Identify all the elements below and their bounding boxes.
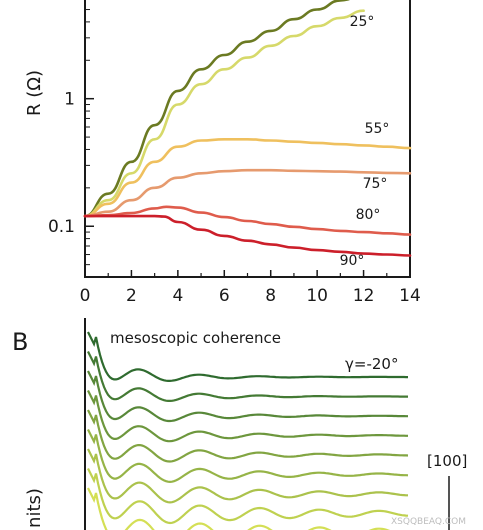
panel-a-chart: R (Ω) 0 2 4 6 8 10 12 14 1 0.1 25° 55° 75° 80° 90° — [24, 0, 421, 306]
series-line-4 — [83, 205, 412, 236]
x-tick-label: 4 — [172, 286, 183, 306]
panel-b-curve-2 — [87, 370, 408, 423]
series-label: 25° — [350, 14, 375, 30]
panel-b-curve-4 — [87, 409, 409, 463]
panel-b-curve-5 — [87, 429, 409, 484]
panel-b-curve-6 — [87, 448, 408, 504]
series-line-0 — [83, 0, 350, 218]
panel-b-series — [87, 331, 409, 530]
watermark: XSQQBEAQ.COM — [391, 517, 466, 527]
panel-b-title: mesoscopic coherence — [110, 329, 281, 347]
panel-a-series-labels: 25° 55° 75° 80° 90° — [340, 14, 390, 269]
series-label: 80° — [356, 207, 381, 223]
panel-b-y-axis-title: nits) — [24, 488, 45, 528]
x-tick-label: 2 — [126, 286, 137, 306]
panel-b-angle-annotation: γ=-20° — [345, 355, 398, 373]
panel-a-ticks: 0 2 4 6 8 10 12 14 1 0.1 — [48, 9, 421, 306]
series-line-3 — [83, 168, 412, 218]
series-line-5 — [83, 214, 412, 257]
panel-b-curve-1 — [87, 351, 408, 402]
panel-b-title-backdrop — [106, 326, 312, 348]
panel-b-curve-0 — [87, 331, 408, 382]
series-line-2 — [83, 138, 412, 218]
panel-b-curve-7 — [87, 468, 409, 525]
panel-b-curve-8 — [87, 487, 391, 530]
x-tick-label: 14 — [399, 286, 421, 306]
panel-a-y-axis-title: R (Ω) — [24, 70, 45, 116]
x-tick-label: 8 — [265, 286, 276, 306]
y-tick-label: 1 — [64, 90, 75, 110]
x-tick-label: 0 — [80, 286, 91, 306]
series-label: 75° — [363, 176, 388, 192]
series-label: 90° — [340, 253, 365, 269]
y-tick-label: 0.1 — [48, 217, 75, 237]
panel-b-chart: B nits) mesoscopic coherence γ=-20° [100… — [12, 318, 467, 530]
series-label: 55° — [365, 121, 390, 137]
x-tick-label: 10 — [306, 286, 328, 306]
panel-b-label: B — [12, 328, 28, 356]
x-tick-label: 12 — [353, 286, 375, 306]
series-line-1 — [83, 9, 365, 218]
panel-a-series — [83, 0, 412, 257]
x-tick-label: 6 — [219, 286, 230, 306]
panel-b-direction-label: [100] — [427, 452, 467, 470]
panel-b-curve-3 — [87, 390, 408, 443]
